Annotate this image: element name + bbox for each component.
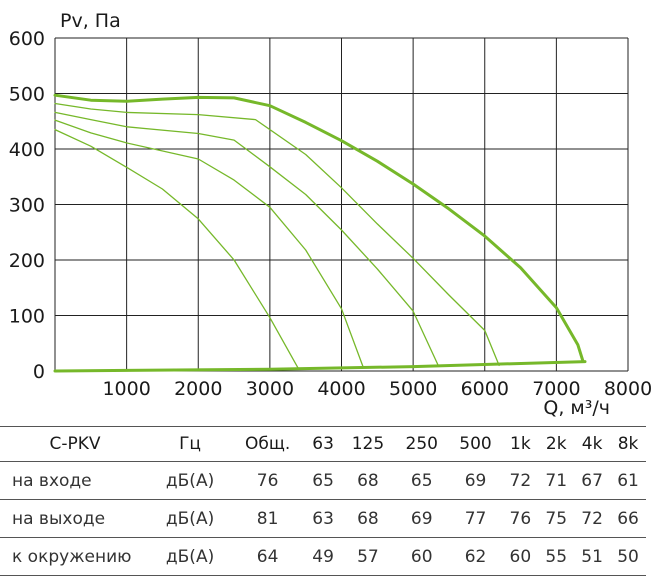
x-tick-label: 3000 <box>246 378 294 400</box>
table-cell: 62 <box>464 546 487 567</box>
table-cell: 64 <box>256 546 279 567</box>
y-tick-label: 0 <box>33 361 45 383</box>
noise-table: C-PKV Гц Общ. 63 125 250 500 1k 2k 4k 8k… <box>0 426 646 576</box>
table-cell: 69 <box>410 508 433 529</box>
header-2k: 2k <box>545 434 567 454</box>
header-total: Общ. <box>244 434 291 454</box>
row-label: на входе <box>12 470 92 491</box>
header-500: 500 <box>459 434 492 454</box>
fan-performance-chart: 0 100 200 300 400 500 600 1000 2000 3000 4000 5000 6… <box>9 10 652 419</box>
y-tick-label: 100 <box>9 306 45 328</box>
table-cell: 76 <box>509 508 532 529</box>
table-cell: 60 <box>410 546 433 567</box>
table-cell: 77 <box>464 508 487 529</box>
x-tick-label: 7000 <box>532 378 580 400</box>
y-tick-label: 300 <box>9 195 45 217</box>
y-tick-label: 400 <box>9 139 45 161</box>
table-cell: 61 <box>617 470 639 491</box>
table-cell: 81 <box>256 508 279 529</box>
table-row: на входе дБ(А) 76 65 68 65 69 72 71 67 6… <box>0 462 646 500</box>
header-model: C-PKV <box>49 434 101 454</box>
table-cell: 66 <box>617 508 639 529</box>
y-axis-label: Pv, Па <box>60 10 121 32</box>
header-1k: 1k <box>510 434 531 454</box>
table-cell: 69 <box>464 470 487 491</box>
table-header-row: C-PKV Гц Общ. 63 125 250 500 1k 2k 4k 8k <box>0 426 646 462</box>
header-125: 125 <box>351 434 385 454</box>
header-4k: 4k <box>581 434 603 454</box>
table-cell: 65 <box>410 470 433 491</box>
table-cell: 60 <box>509 546 532 567</box>
table-cell: 72 <box>509 470 532 491</box>
series-line <box>54 102 500 367</box>
x-tick-label: 8000 <box>604 378 652 400</box>
table-cell: 67 <box>581 470 603 491</box>
x-tick-label: 1000 <box>102 378 150 400</box>
table-cell: 55 <box>545 546 568 567</box>
header-8k: 8k <box>617 434 639 454</box>
row-label: на выходе <box>12 508 106 529</box>
series-line <box>54 111 439 367</box>
x-axis-label: Q, м³/ч <box>543 397 610 419</box>
x-tick-label: 2000 <box>174 378 222 400</box>
row-label: к окружению <box>12 546 132 567</box>
table-cell: дБ(А) <box>165 470 215 491</box>
header-hz: Гц <box>179 434 202 454</box>
table-cell: 49 <box>312 546 334 567</box>
series-line <box>54 128 300 370</box>
x-tick-label: 4000 <box>317 378 365 400</box>
table-cell: 51 <box>581 546 603 567</box>
table-cell: дБ(А) <box>165 546 215 567</box>
table-cell: 72 <box>581 508 603 529</box>
series-line-max <box>53 93 585 363</box>
table-cell: 76 <box>256 470 279 491</box>
series-line <box>54 119 364 368</box>
table-cell: 65 <box>312 470 334 491</box>
table-row: на выходе дБ(А) 81 63 68 69 77 76 75 72 … <box>0 500 646 538</box>
table-cell: 68 <box>357 508 379 529</box>
table-cell: дБ(А) <box>165 508 215 529</box>
x-tick-label: 5000 <box>389 378 437 400</box>
table-cell: 57 <box>357 546 379 567</box>
y-tick-label: 200 <box>9 250 45 272</box>
table-cell: 50 <box>617 546 639 567</box>
y-tick-label: 600 <box>9 28 45 50</box>
table-cell: 63 <box>312 508 334 529</box>
x-tick-label: 6000 <box>461 378 509 400</box>
y-tick-label: 500 <box>9 84 45 106</box>
system-line <box>53 360 587 373</box>
table-cell: 71 <box>545 470 568 491</box>
header-63: 63 <box>312 434 334 454</box>
table-cell: 75 <box>545 508 568 529</box>
table-row: к окружению дБ(А) 64 49 57 60 62 60 55 5… <box>0 538 646 576</box>
table-cell: 68 <box>357 470 379 491</box>
header-250: 250 <box>405 434 438 454</box>
